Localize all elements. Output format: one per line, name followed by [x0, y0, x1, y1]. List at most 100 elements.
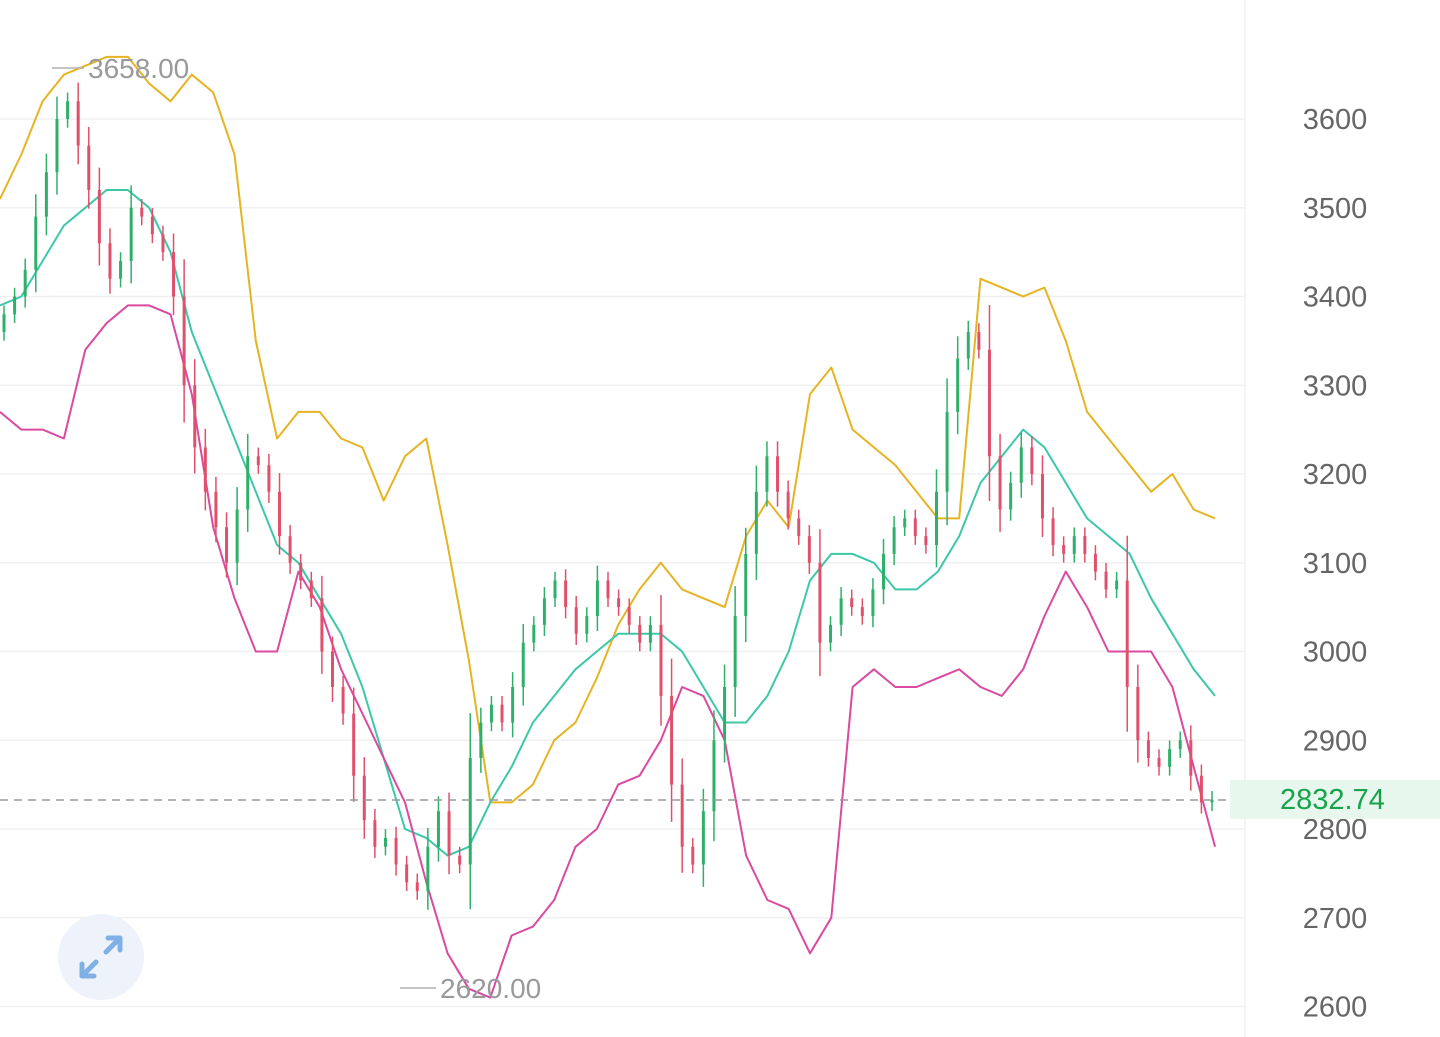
candlesticks — [2, 82, 1214, 910]
candle-body — [468, 758, 472, 865]
candle — [1019, 432, 1023, 498]
candle-body — [924, 536, 928, 545]
candle — [617, 589, 621, 616]
candle — [330, 636, 334, 702]
candle — [1125, 535, 1129, 732]
candle-body — [553, 580, 557, 599]
expand-button[interactable] — [58, 914, 144, 1000]
candle — [172, 233, 176, 316]
candle-body — [55, 119, 59, 173]
candle-body — [1040, 474, 1044, 519]
candle-body — [479, 722, 483, 758]
candle-body — [1115, 580, 1119, 590]
candle — [225, 512, 229, 578]
candle — [362, 757, 366, 839]
candle — [987, 305, 991, 501]
candle-body — [754, 491, 758, 554]
candle-body — [214, 491, 218, 528]
candle-body — [203, 447, 207, 492]
candle — [246, 433, 250, 532]
candle — [500, 696, 504, 732]
y-tick-label: 3600 — [1303, 104, 1368, 136]
candle-body — [648, 624, 652, 643]
candle-body — [542, 598, 546, 625]
candle-body — [299, 562, 303, 581]
upper-band-line — [0, 55, 1216, 804]
candle — [892, 516, 896, 566]
candle-body — [712, 740, 716, 812]
candle — [1136, 664, 1140, 763]
candle — [776, 441, 780, 507]
candle-body — [1189, 740, 1193, 776]
candle — [701, 788, 705, 887]
candle — [659, 595, 663, 726]
candle-body — [1125, 580, 1129, 687]
candle-body — [1083, 536, 1087, 554]
candle-body — [394, 837, 398, 865]
candle — [998, 433, 1002, 532]
candle — [352, 687, 356, 802]
y-tick-label: 3300 — [1303, 370, 1368, 402]
candle-body — [818, 562, 822, 643]
candle-body — [892, 527, 896, 554]
candle-body — [458, 855, 462, 865]
candle — [66, 92, 70, 128]
expand-diagonal-arrows-icon — [79, 935, 123, 979]
candle — [119, 252, 123, 288]
y-tick-label: 2700 — [1303, 903, 1368, 935]
candle — [415, 873, 419, 900]
candle-body — [330, 651, 334, 687]
candle-body — [956, 358, 960, 412]
current-price-label: 2832.74 — [1280, 784, 1385, 816]
candle — [754, 465, 758, 580]
candle — [288, 524, 292, 574]
candle-body — [966, 332, 970, 359]
candle-body — [521, 642, 525, 687]
candle — [542, 587, 546, 637]
candle-body — [691, 846, 695, 865]
lower-band-line — [0, 304, 1216, 999]
candle-body — [511, 687, 515, 723]
candle — [150, 207, 154, 244]
candle-body — [776, 456, 780, 492]
candle-body — [87, 145, 91, 190]
candle — [203, 428, 207, 511]
candle — [966, 320, 970, 370]
candle — [383, 829, 387, 856]
y-tick-label: 3000 — [1303, 637, 1368, 669]
candle-body — [129, 207, 133, 261]
candle — [882, 538, 886, 605]
candle — [235, 487, 239, 586]
candle — [256, 447, 260, 474]
candle-body — [415, 882, 419, 892]
candle — [44, 153, 48, 236]
candle — [458, 846, 462, 874]
candle — [839, 587, 843, 637]
high-marker-label: 3658.00 — [88, 53, 189, 84]
candle — [1210, 791, 1214, 812]
candle-body — [532, 624, 536, 643]
candle — [595, 565, 599, 631]
candle-body — [161, 234, 165, 253]
y-tick-label: 3400 — [1303, 282, 1368, 314]
y-tick-label: 3100 — [1303, 548, 1368, 580]
candle — [585, 607, 589, 643]
current-price-tag-bg — [1230, 780, 1440, 819]
candle — [479, 707, 483, 773]
candle-body — [945, 411, 949, 492]
candle-body — [193, 385, 197, 448]
candle — [468, 713, 472, 910]
candle-body — [1051, 518, 1055, 545]
candle-body — [1093, 553, 1097, 572]
candle-body — [66, 101, 70, 119]
candle-body — [585, 616, 589, 634]
candle — [447, 792, 451, 875]
grid-lines — [0, 0, 1246, 1037]
candle-body — [2, 314, 6, 332]
candle-body — [564, 580, 568, 608]
candle-body — [627, 607, 631, 625]
candle-body — [383, 837, 387, 847]
candle — [299, 554, 303, 590]
candle — [13, 287, 17, 323]
candle-body — [1199, 775, 1203, 803]
